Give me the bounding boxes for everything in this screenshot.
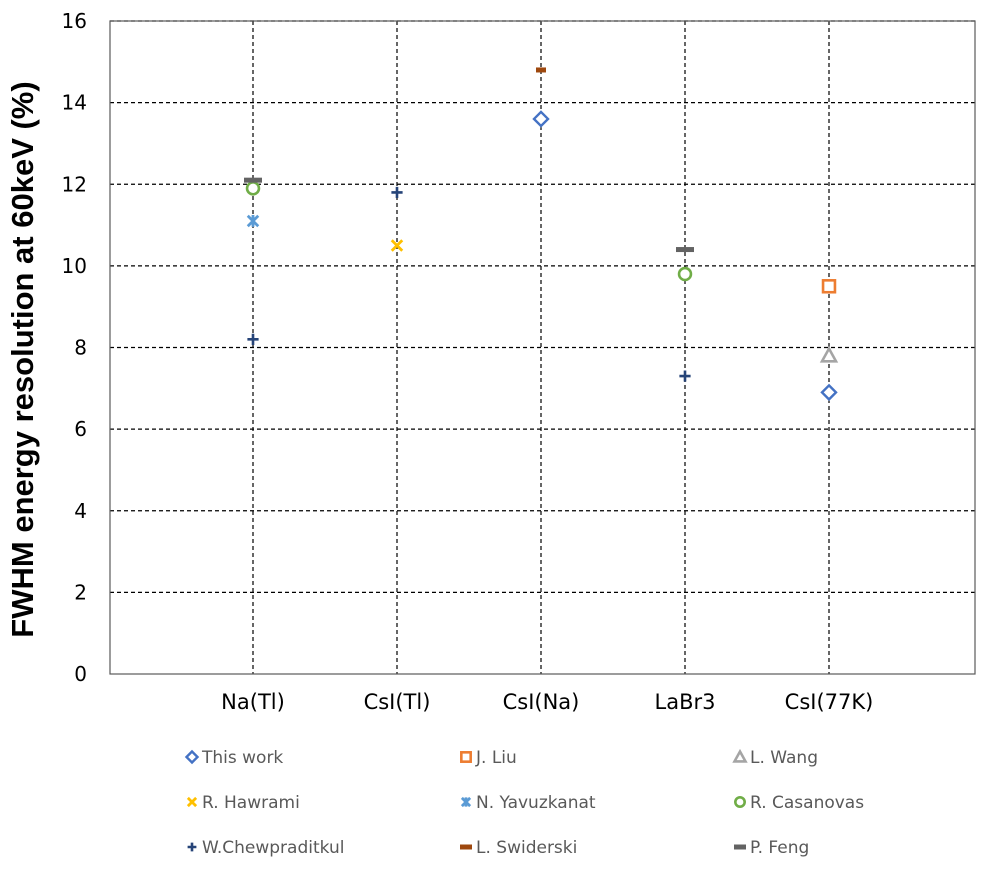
data-point bbox=[819, 345, 839, 363]
data-point bbox=[676, 247, 694, 253]
legend-marker bbox=[187, 842, 197, 852]
legend: This work J. Liu L. Wang R. Hawrami N. Yavuz… bbox=[184, 748, 864, 858]
x-tick-label: CsI(Tl) bbox=[364, 690, 431, 714]
legend-label: R. Hawrami bbox=[202, 793, 300, 813]
legend-label: This work bbox=[201, 748, 283, 768]
legend-marker bbox=[460, 796, 472, 808]
data-point bbox=[820, 383, 838, 402]
y-tick-label: 8 bbox=[74, 336, 87, 360]
y-tick-label: 14 bbox=[62, 91, 87, 115]
y-tick-label: 10 bbox=[62, 254, 87, 278]
data-points bbox=[244, 67, 839, 402]
legend-marker bbox=[460, 844, 472, 850]
x-tick-label: LaBr3 bbox=[655, 690, 716, 714]
y-axis-title: FWHM energy resolution at 60keV (%) bbox=[5, 81, 40, 637]
data-point bbox=[391, 186, 403, 199]
data-point bbox=[532, 110, 550, 128]
data-point bbox=[536, 67, 546, 73]
legend-marker bbox=[734, 844, 746, 850]
data-point bbox=[246, 214, 260, 228]
legend-label: P. Feng bbox=[750, 838, 809, 858]
legend-marker bbox=[732, 748, 748, 763]
data-point bbox=[679, 370, 691, 382]
legend-marker bbox=[186, 796, 198, 808]
y-axis-ticks: 0 2 4 6 8 10 12 14 16 bbox=[62, 9, 87, 686]
x-tick-label: CsI(Na) bbox=[503, 690, 580, 714]
legend-label: L. Wang bbox=[750, 748, 818, 768]
x-tick-label: CsI(77K) bbox=[785, 690, 874, 714]
legend-label: L. Swiderski bbox=[476, 838, 577, 858]
legend-label: W.Chewpraditkul bbox=[202, 838, 344, 858]
legend-label: N. Yavuzkanat bbox=[476, 793, 596, 813]
y-tick-label: 4 bbox=[74, 499, 87, 523]
legend-marker bbox=[184, 749, 200, 765]
legend-marker bbox=[460, 751, 472, 763]
y-tick-label: 2 bbox=[74, 580, 87, 604]
data-point bbox=[390, 239, 404, 252]
x-axis-ticks: Na(Tl) CsI(Tl) CsI(Na) LaBr3 CsI(77K) bbox=[221, 690, 873, 714]
gridlines bbox=[110, 20, 975, 674]
x-tick-label: Na(Tl) bbox=[221, 690, 285, 714]
y-tick-label: 6 bbox=[74, 417, 87, 441]
data-point bbox=[244, 177, 262, 183]
legend-marker bbox=[734, 796, 746, 808]
data-point bbox=[677, 266, 693, 282]
legend-label: J. Liu bbox=[475, 748, 517, 768]
data-point bbox=[245, 181, 261, 196]
y-tick-label: 0 bbox=[74, 662, 87, 686]
y-tick-label: 12 bbox=[62, 172, 87, 196]
data-point bbox=[247, 333, 259, 345]
data-point bbox=[821, 279, 837, 294]
y-tick-label: 16 bbox=[62, 9, 87, 33]
plot-area-border bbox=[109, 20, 976, 675]
legend-label: R. Casanovas bbox=[750, 793, 864, 813]
